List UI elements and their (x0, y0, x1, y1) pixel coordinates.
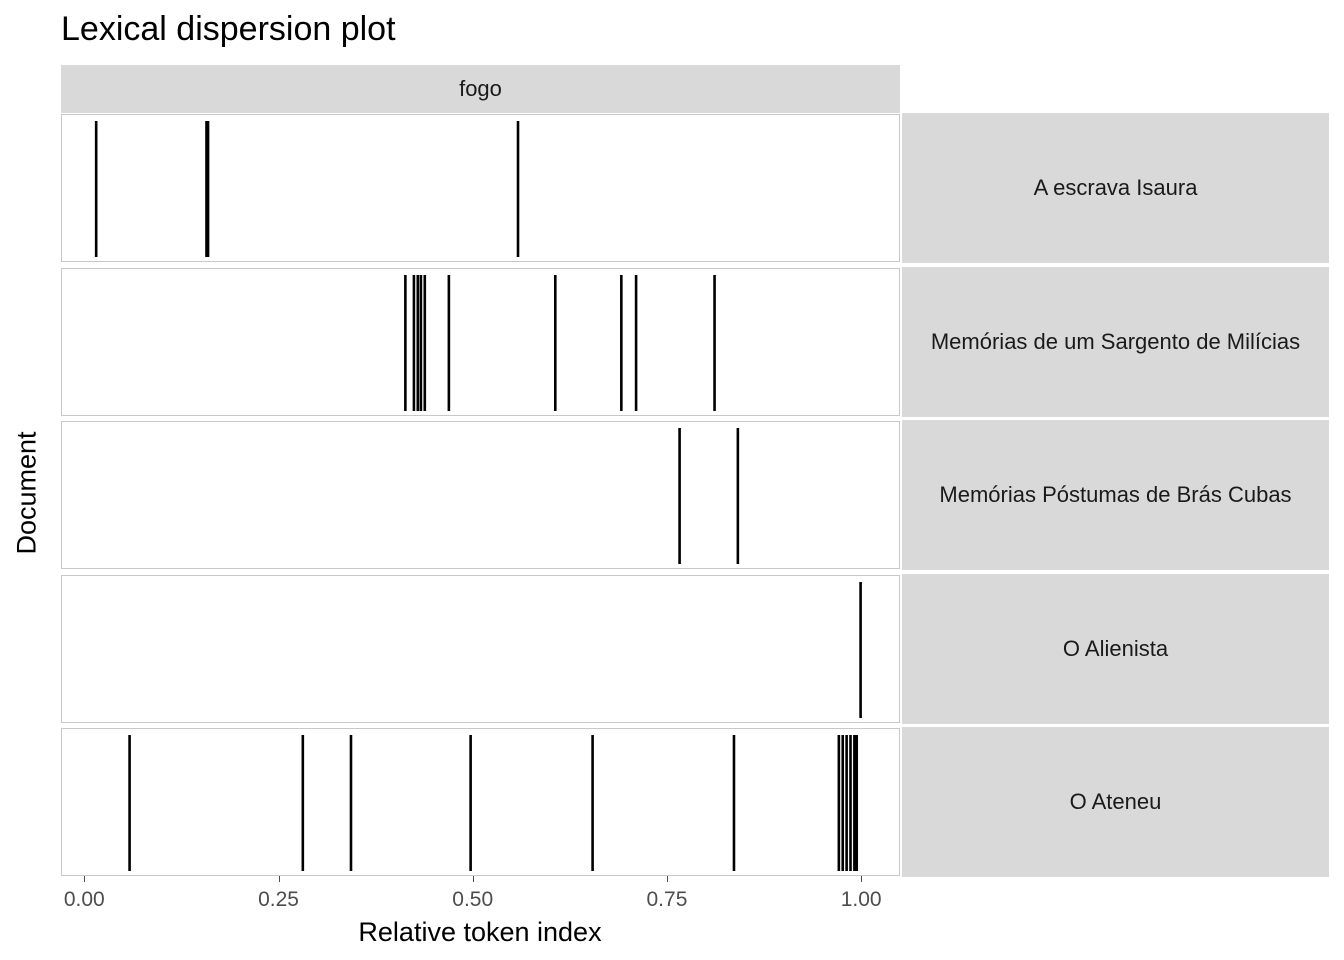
x-tick-label: 0.00 (63, 888, 105, 911)
facet-column-strip: fogo (61, 65, 900, 113)
x-tick-mark (278, 876, 280, 882)
dispersion-plot-area (678, 428, 740, 564)
facet-row-strip: O Ateneu (902, 727, 1329, 877)
dispersion-plot-area (859, 582, 862, 718)
facet-panel (61, 114, 900, 262)
dispersion-plot-area (404, 275, 716, 411)
document-label: O Ateneu (1069, 789, 1162, 814)
facet-panel (61, 268, 900, 416)
document-label: Memórias de um Sargento de Milícias (930, 329, 1301, 354)
x-axis-label: Relative token index (358, 917, 602, 947)
x-tick-label: 0.25 (258, 888, 299, 911)
document-label: O Alienista (1062, 636, 1169, 661)
x-tick-label: 1.00 (840, 888, 882, 911)
facet-row-strip: O Alienista (902, 574, 1329, 724)
x-tick-label: 0.75 (646, 888, 688, 911)
x-tick-mark (84, 876, 86, 882)
x-tick-label: 0.50 (452, 888, 494, 911)
facet-row-strip: Memórias Póstumas de Brás Cubas (902, 420, 1329, 570)
document-label: Memórias Póstumas de Brás Cubas (939, 482, 1292, 507)
dispersion-plot-area (94, 121, 520, 257)
facet-column-label: fogo (459, 76, 502, 101)
facet-row-strip: A escrava Isaura (902, 113, 1329, 263)
dispersion-plot-area (128, 735, 859, 871)
x-tick-mark (666, 876, 668, 882)
x-axis: 0.00 0.25 0.50 0.75 1.00 (61, 876, 900, 916)
document-label: A escrava Isaura (1033, 175, 1198, 200)
x-tick-mark (472, 876, 474, 882)
facet-row-strip: Memórias de um Sargento de Milícias (902, 267, 1329, 417)
x-tick-mark (861, 876, 863, 882)
facet-panel (61, 421, 900, 569)
y-axis-label: Document (11, 431, 42, 555)
chart-title: Lexical dispersion plot (61, 10, 396, 48)
facet-panel (61, 575, 900, 723)
facet-panel (61, 728, 900, 876)
